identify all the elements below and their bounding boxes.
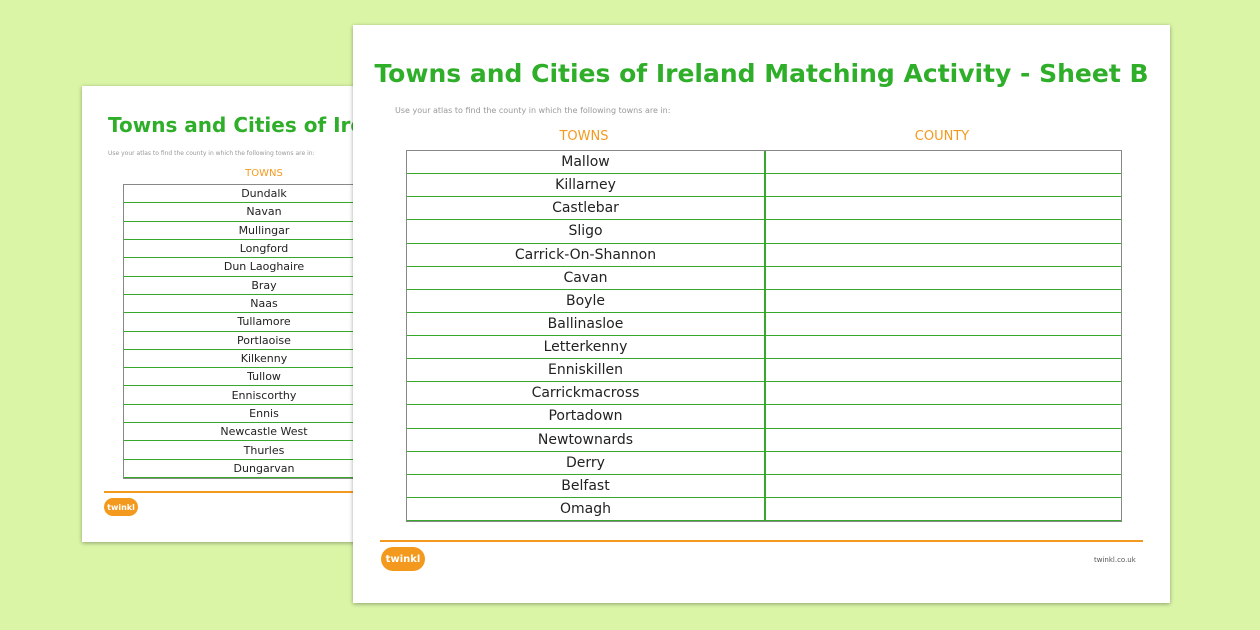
town-name: Navan <box>246 205 282 219</box>
town-row: Carrickmacross <box>407 382 764 406</box>
logo: twinkl <box>104 498 138 516</box>
town-row: Cavan <box>407 267 764 290</box>
town-row: Dun Laoghaire <box>124 258 372 277</box>
town-row: Enniskillen <box>407 359 764 383</box>
town-row: Naas <box>124 295 372 314</box>
town-name: Sligo <box>568 223 603 240</box>
county-cell <box>764 452 1121 475</box>
town-name: Letterkenny <box>543 339 628 356</box>
town-row: Tullow <box>124 368 372 387</box>
town-row: Belfast <box>407 475 764 498</box>
sheet-title: Towns and Cities of Ireland <box>108 113 372 137</box>
county-header: COUNTY <box>914 129 970 144</box>
county-cell <box>764 336 1121 360</box>
town-row: Ennis <box>124 405 372 424</box>
town-name: Derry <box>566 454 605 471</box>
town-name: Omagh <box>560 500 611 517</box>
town-name: Enniscorthy <box>231 388 297 402</box>
town-row: Letterkenny <box>407 336 764 360</box>
town-row: Carrick-On-Shannon <box>407 244 764 267</box>
town-row: Portadown <box>407 405 764 429</box>
town-row: Mallow <box>407 151 764 175</box>
town-row: Mullingar <box>124 222 372 240</box>
instruction: Use your atlas to find the county in whi… <box>108 150 315 157</box>
towns-table: Mallow Killarney Castlebar Sligo Carrick-On-… <box>406 150 1122 522</box>
county-cell <box>764 313 1121 336</box>
town-row: Sligo <box>407 220 764 244</box>
county-cell <box>764 151 1121 175</box>
town-row: Portlaoise <box>124 332 372 350</box>
town-row: Newtownards <box>407 429 764 452</box>
town-row: Thurles <box>124 441 372 460</box>
town-row: Derry <box>407 452 764 475</box>
town-name: Dungarvan <box>233 461 295 475</box>
town-name: Boyle <box>566 292 605 309</box>
town-name: Bray <box>251 278 277 292</box>
county-cell <box>764 220 1121 244</box>
town-name: Carrickmacross <box>531 385 640 402</box>
towns-table: Dundalk Navan Mullingar Longford Dun Laoghai… <box>123 184 372 479</box>
footer-rule <box>104 491 372 493</box>
county-cell <box>764 475 1121 498</box>
town-name: Dun Laoghaire <box>223 260 305 274</box>
town-name: Tullow <box>247 370 281 384</box>
town-row: Bray <box>124 277 372 295</box>
sheet-title: Towns and Cities of Ireland Matching Act… <box>374 59 1149 88</box>
town-name: Thurles <box>243 443 285 457</box>
town-name: Longford <box>239 242 289 256</box>
county-cell <box>764 244 1121 267</box>
footer-rule <box>380 540 1143 542</box>
town-name: Kilkenny <box>240 351 288 365</box>
back-sheet: Towns and Cities of Ireland Use your atl… <box>82 86 372 542</box>
county-cell <box>764 267 1121 290</box>
town-name: Castlebar <box>552 200 619 217</box>
town-name: Mullingar <box>238 223 290 237</box>
county-cell <box>764 174 1121 198</box>
town-row: Ballinasloe <box>407 313 764 336</box>
town-row: Tullamore <box>124 313 372 332</box>
town-name: Dundalk <box>241 187 287 201</box>
town-name: Ennis <box>249 406 279 420</box>
town-row: Boyle <box>407 290 764 313</box>
county-cell <box>764 382 1121 406</box>
town-name: Mallow <box>561 154 610 171</box>
town-row: Enniscorthy <box>124 386 372 405</box>
county-cell <box>764 290 1121 313</box>
town-name: Carrick-On-Shannon <box>514 246 657 263</box>
county-cell <box>764 429 1121 452</box>
town-row: Omagh <box>407 498 764 521</box>
towns-header: TOWNS <box>559 129 609 144</box>
county-cell <box>764 359 1121 383</box>
town-row: Killarney <box>407 174 764 198</box>
town-row: Navan <box>124 203 372 222</box>
town-name: Ballinasloe <box>547 315 624 332</box>
county-cell <box>764 498 1121 521</box>
town-name: Newtownards <box>537 431 634 448</box>
town-name: Belfast <box>561 477 610 494</box>
town-name: Portadown <box>548 408 623 425</box>
county-cell <box>764 405 1121 429</box>
town-name: Killarney <box>555 177 616 194</box>
towns-header: TOWNS <box>245 168 283 179</box>
town-row: Dungarvan <box>124 460 372 478</box>
town-row: Newcastle West <box>124 423 372 442</box>
town-row: Kilkenny <box>124 350 372 369</box>
logo: twinkl <box>381 547 425 571</box>
town-row: Castlebar <box>407 197 764 221</box>
town-name: Newcastle West <box>220 425 308 439</box>
town-name: Enniskillen <box>547 362 624 379</box>
town-name: Cavan <box>563 269 608 286</box>
column-divider <box>764 151 766 521</box>
town-name: Naas <box>250 297 278 311</box>
front-sheet: Towns and Cities of Ireland Matching Act… <box>353 25 1170 603</box>
town-name: Tullamore <box>237 315 291 329</box>
website: twinkl.co.uk <box>1094 556 1136 564</box>
town-name: Portlaoise <box>237 333 291 347</box>
town-row: Dundalk <box>124 185 372 204</box>
town-row: Longford <box>124 240 372 259</box>
county-cell <box>764 197 1121 221</box>
instruction: Use your atlas to find the county in whi… <box>395 106 671 115</box>
